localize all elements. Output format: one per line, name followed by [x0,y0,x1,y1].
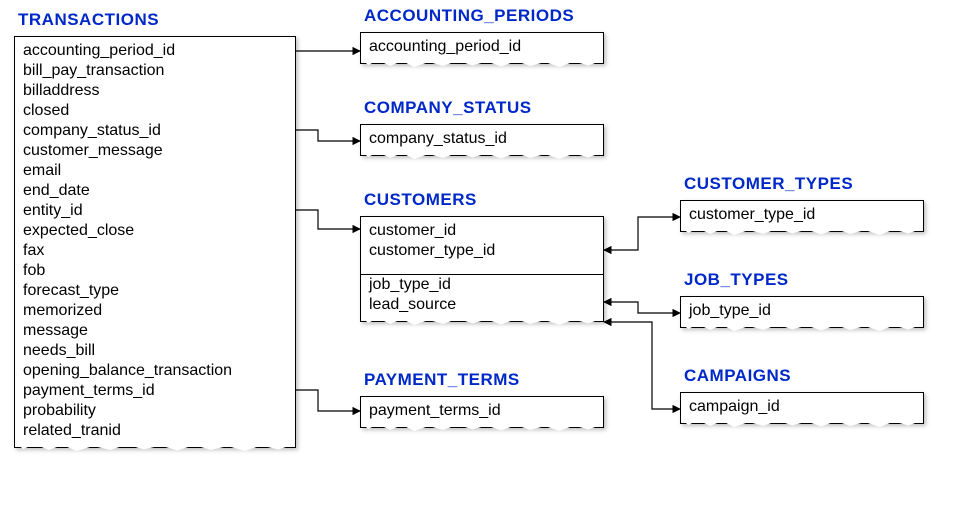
er-diagram-canvas: TRANSACTIONS accounting_period_idbill_pa… [0,0,976,519]
field-customer-message: customer_message [23,141,287,161]
field-customer-type-id: customer_type_id [369,241,595,261]
field-expected-close: expected_close [23,221,287,241]
field-customer-id: customer_id [369,221,595,241]
entity-body: customer_type_id [680,200,924,232]
field-needs-bill: needs_bill [23,341,287,361]
field-probability: probability [23,401,287,421]
field-lead-source: lead_source [369,295,595,315]
field-fax: fax [23,241,287,261]
entity-body: accounting_period_idbill_pay_transaction… [14,36,296,448]
entity-title: CUSTOMER_TYPES [680,172,924,200]
entity-body: payment_terms_id [360,396,604,428]
entity-payment-terms: PAYMENT_TERMS payment_terms_id [360,368,604,428]
field-bill-pay-transaction: bill_pay_transaction [23,61,287,81]
field-customer-type-id: customer_type_id [689,205,915,225]
field-end-date: end_date [23,181,287,201]
connector [604,322,680,409]
entity-title: TRANSACTIONS [14,8,296,36]
field-billaddress: billaddress [23,81,287,101]
entity-body: campaign_id [680,392,924,424]
field-memorized: memorized [23,301,287,321]
field-fob: fob [23,261,287,281]
entity-campaigns: CAMPAIGNS campaign_id [680,364,924,424]
field-forecast-type: forecast_type [23,281,287,301]
entity-body: company_status_id [360,124,604,156]
field-payment-terms-id: payment_terms_id [369,401,595,421]
field-company-status-id: company_status_id [23,121,287,141]
entity-body: accounting_period_id [360,32,604,64]
field-opening-balance-transaction: opening_balance_transaction [23,361,287,381]
field-message: message [23,321,287,341]
entity-company-status: COMPANY_STATUS company_status_id [360,96,604,156]
field-payment-terms-id: payment_terms_id [23,381,287,401]
torn-separator [361,261,603,275]
field-closed: closed [23,101,287,121]
field-company-status-id: company_status_id [369,129,595,149]
entity-title: CUSTOMERS [360,188,604,216]
field-job-type-id: job_type_id [369,275,595,295]
entity-body: job_type_id [680,296,924,328]
entity-title: PAYMENT_TERMS [360,368,604,396]
entity-title: ACCOUNTING_PERIODS [360,4,604,32]
field-related-tranid: related_tranid [23,421,287,441]
entity-job-types: JOB_TYPES job_type_id [680,268,924,328]
field-email: email [23,161,287,181]
field-campaign-id: campaign_id [689,397,915,417]
field-accounting-period-id: accounting_period_id [23,41,287,61]
field-accounting-period-id: accounting_period_id [369,37,595,57]
connector [604,217,680,250]
connector [604,302,680,313]
field-entity-id: entity_id [23,201,287,221]
field-job-type-id: job_type_id [689,301,915,321]
entity-accounting-periods: ACCOUNTING_PERIODS accounting_period_id [360,4,604,64]
entity-body: customer_idcustomer_type_id job_type_idl… [360,216,604,322]
entity-title: COMPANY_STATUS [360,96,604,124]
entity-customers: CUSTOMERS customer_idcustomer_type_id jo… [360,188,604,322]
entity-title: CAMPAIGNS [680,364,924,392]
entity-transactions: TRANSACTIONS accounting_period_idbill_pa… [14,8,296,448]
entity-customer-types: CUSTOMER_TYPES customer_type_id [680,172,924,232]
entity-title: JOB_TYPES [680,268,924,296]
